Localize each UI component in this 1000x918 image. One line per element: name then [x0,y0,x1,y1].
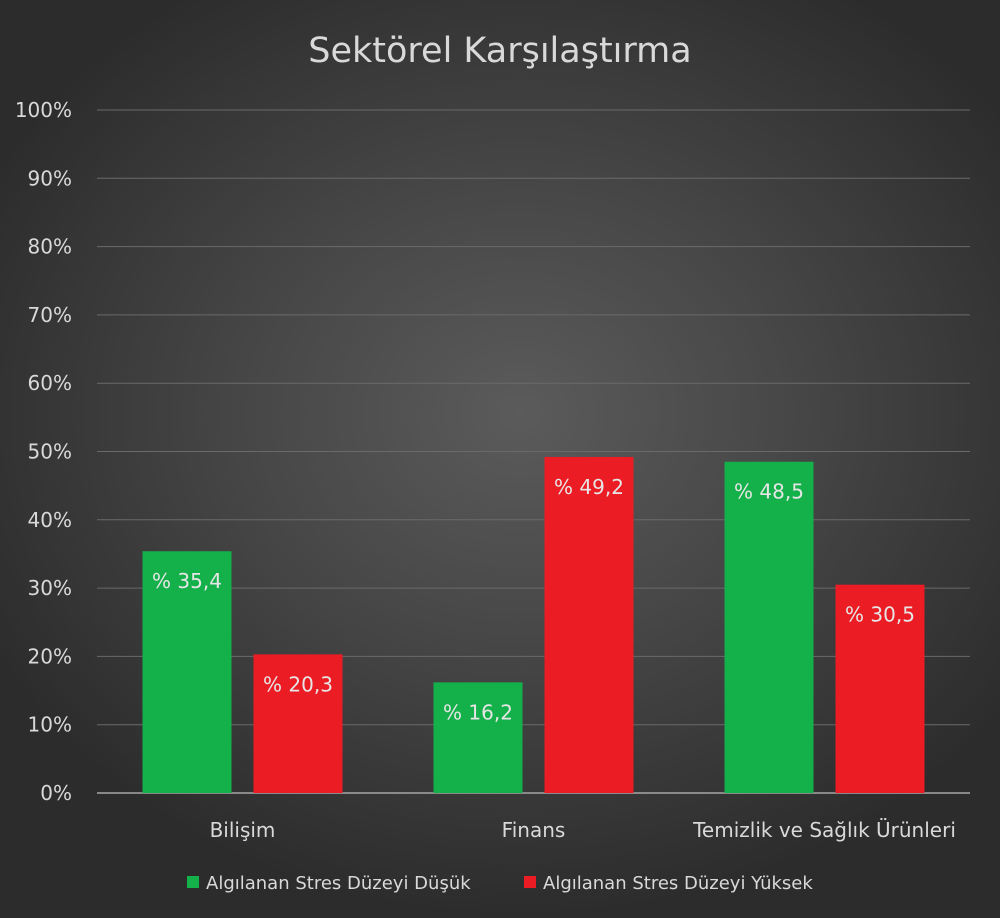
bar-data-label: % 48,5 [734,480,804,504]
y-tick-label: 100% [15,98,72,122]
x-category-label: Temizlik ve Sağlık Ürünleri [692,818,956,842]
bar [433,682,523,793]
y-tick-label: 40% [28,508,72,532]
chart-title: Sektörel Karşılaştırma [308,31,691,71]
y-tick-label: 10% [28,713,72,737]
bar-data-label: % 49,2 [554,475,624,499]
legend-swatch [524,876,536,888]
y-axis: 0% 10% 20% 30% 40% 50% 60% 70% 80% 90% 100% [15,98,72,805]
y-tick-label: 50% [28,440,72,464]
y-tick-label: 80% [28,235,72,259]
bar [544,456,634,793]
legend: Algılanan Stres Düzeyi Düşük Algılanan St… [187,873,813,894]
bar [142,551,232,793]
bar-data-label: % 35,4 [152,569,222,593]
x-category-label: Finans [502,818,566,842]
x-category-label: Bilişim [210,818,276,842]
y-tick-label: 60% [28,371,72,395]
bar [835,584,925,793]
y-tick-label: 30% [28,576,72,600]
bars: % 35,4 % 20,3 % 16,2 % 49,2 % 48,5 % 30,5 [142,456,925,793]
y-tick-label: 20% [28,644,72,668]
y-tick-label: 0% [40,781,72,805]
legend-label: Algılanan Stres Düzeyi Düşük [206,873,471,894]
bar-data-label: % 30,5 [845,603,915,627]
legend-swatch [187,876,199,888]
bar-data-label: % 20,3 [263,672,333,696]
y-tick-label: 70% [28,303,72,327]
x-axis: Bilişim Finans Temizlik ve Sağlık Ürünleri [210,818,956,842]
legend-label: Algılanan Stres Düzeyi Yüksek [543,873,813,894]
bar [253,654,343,793]
bar-data-label: % 16,2 [443,700,513,724]
gridlines [97,109,970,794]
bar [724,461,814,793]
y-tick-label: 90% [28,166,72,190]
